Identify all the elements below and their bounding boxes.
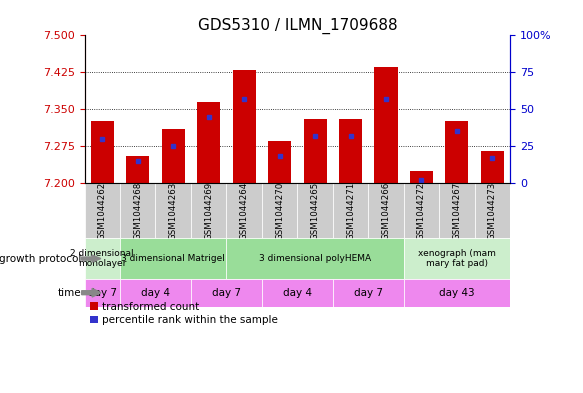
Text: 3 dimensional polyHEMA: 3 dimensional polyHEMA <box>259 254 371 263</box>
Text: xenograph (mam
mary fat pad): xenograph (mam mary fat pad) <box>418 249 496 268</box>
Text: growth protocol: growth protocol <box>0 253 82 264</box>
Text: 3 dimensional Matrigel: 3 dimensional Matrigel <box>121 254 225 263</box>
Bar <box>191 183 226 238</box>
Text: day 7: day 7 <box>212 288 241 298</box>
Bar <box>191 279 262 307</box>
Bar <box>85 183 120 238</box>
Text: day 43: day 43 <box>439 288 475 298</box>
Bar <box>161 129 185 183</box>
Bar <box>403 279 510 307</box>
Bar <box>304 119 326 183</box>
Text: GSM1044267: GSM1044267 <box>452 182 461 240</box>
Text: 2 dimensional
monolayer: 2 dimensional monolayer <box>71 249 134 268</box>
Bar <box>333 279 403 307</box>
Bar <box>120 183 156 238</box>
Bar <box>481 151 504 183</box>
Text: GSM1044265: GSM1044265 <box>311 182 319 240</box>
Text: day 4: day 4 <box>283 288 312 298</box>
Text: day 7: day 7 <box>354 288 383 298</box>
Bar <box>233 70 256 183</box>
Bar <box>403 238 510 279</box>
Title: GDS5310 / ILMN_1709688: GDS5310 / ILMN_1709688 <box>198 18 397 34</box>
Text: GSM1044268: GSM1044268 <box>134 182 142 240</box>
Bar <box>445 121 469 183</box>
Text: GSM1044273: GSM1044273 <box>488 182 497 240</box>
Bar <box>85 279 120 307</box>
Bar <box>333 183 368 238</box>
Text: GSM1044266: GSM1044266 <box>381 182 391 240</box>
Bar <box>262 183 297 238</box>
Text: GSM1044263: GSM1044263 <box>168 182 178 240</box>
Text: GSM1044270: GSM1044270 <box>275 182 284 240</box>
Text: day 4: day 4 <box>141 288 170 298</box>
Bar <box>268 141 291 183</box>
Bar <box>197 102 220 183</box>
Bar <box>475 183 510 238</box>
Bar <box>156 183 191 238</box>
Bar <box>297 183 333 238</box>
Bar <box>339 119 362 183</box>
Legend: transformed count, percentile rank within the sample: transformed count, percentile rank withi… <box>90 302 278 325</box>
Text: GSM1044272: GSM1044272 <box>417 182 426 240</box>
Bar <box>374 67 398 183</box>
Text: GSM1044264: GSM1044264 <box>240 182 248 240</box>
Bar <box>226 183 262 238</box>
Bar <box>120 279 191 307</box>
Bar <box>262 279 333 307</box>
Bar <box>368 183 404 238</box>
Text: GSM1044269: GSM1044269 <box>204 182 213 240</box>
Text: GSM1044262: GSM1044262 <box>98 182 107 240</box>
Bar <box>439 183 475 238</box>
Bar <box>120 238 226 279</box>
Bar <box>226 238 403 279</box>
Bar <box>126 156 149 183</box>
Bar <box>410 171 433 183</box>
Bar <box>403 183 439 238</box>
Text: GSM1044271: GSM1044271 <box>346 182 355 240</box>
Bar <box>85 238 120 279</box>
Bar <box>91 121 114 183</box>
Text: time: time <box>58 288 82 298</box>
Text: day 7: day 7 <box>88 288 117 298</box>
